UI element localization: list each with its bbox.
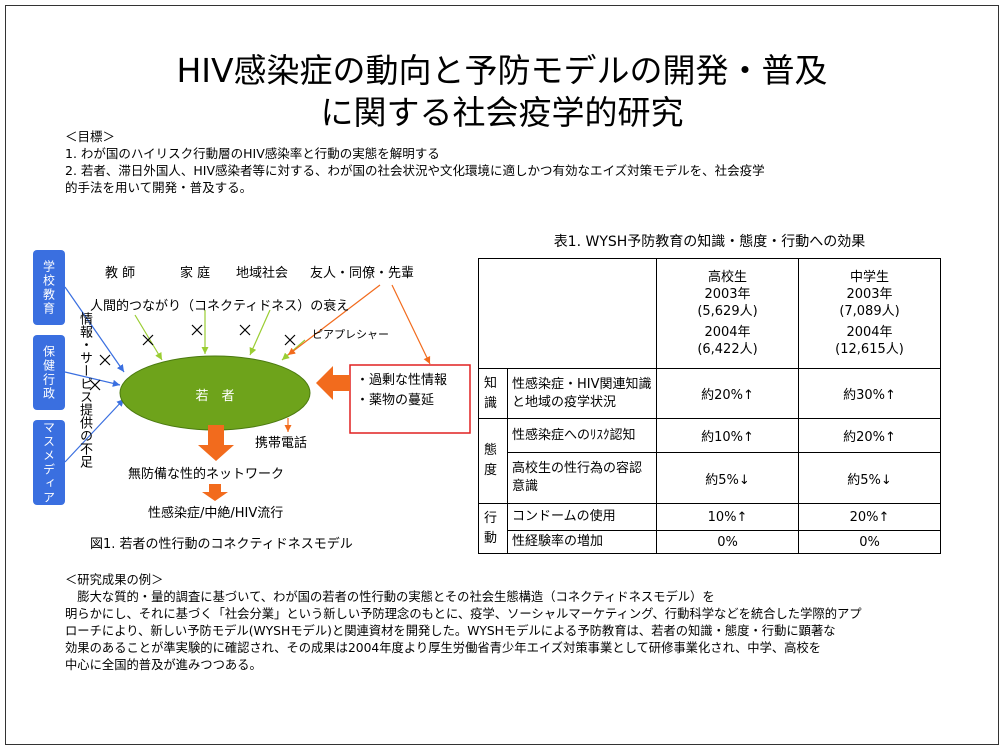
- value-cell: 約10%↑: [656, 418, 799, 453]
- results: ＜研究成果の例＞ 膨大な質的・量的調査に基づいて、わが国の若者の性行動の実態とそ…: [65, 572, 862, 674]
- row: 行動 コンドームの使用 10%↑ 20%↑: [478, 503, 941, 554]
- peer-label: ピアプレシャー: [312, 328, 389, 341]
- group-cell: 行動: [478, 503, 508, 554]
- title-line: HIV感染症の動向と予防モデルの開発・普及: [176, 51, 828, 90]
- sector-box: 学校教育: [33, 250, 65, 325]
- title: HIV感染症の動向と予防モデルの開発・普及 に関する社会疫学的研究: [0, 50, 1004, 134]
- results-line: 効果のあることが準実験的に確認され、その成果は2004年度より厚生労働省青少年エ…: [65, 641, 822, 655]
- influence-label: 友人・同僚・先輩: [310, 266, 415, 281]
- goal-line: 2. 若者、滞日外国人、HIV感染者等に対する、わが国の社会状況や文化環境に適し…: [65, 163, 765, 178]
- item-cell: 高校生の性行為の容認意識: [507, 452, 657, 504]
- item-cell: 性経験率の増加: [507, 530, 657, 554]
- results-line: 膨大な質的・量的調査に基づいて、わが国の若者の性行動の実態とその社会生態構造（コ…: [65, 590, 715, 604]
- row: 性経験率の増加 0% 0%: [479, 530, 941, 554]
- pressure-item: ・過剰な性情報: [356, 373, 448, 388]
- pressure-list: ・過剰な性情報 ・薬物の蔓延: [356, 371, 466, 411]
- goals: ＜目標＞ 1. わが国のハイリスク行動層のHIV感染率と行動の実態を解明する 2…: [65, 128, 765, 196]
- results-heading: ＜研究成果の例＞: [65, 573, 164, 587]
- arrow-down: [202, 484, 228, 501]
- header-text: 2003年: [704, 287, 751, 302]
- value-cell: 20%↑: [798, 503, 941, 531]
- group-cell: 態度: [478, 418, 508, 504]
- item-cell: 性感染症へのﾘｽｸ認知: [507, 418, 657, 453]
- sector-box: マスメディア: [33, 420, 65, 505]
- header-cell: 高校生 2003年 (5,629人) 2004年 (6,422人): [656, 258, 799, 369]
- value-cell: 約5%↓: [798, 452, 941, 504]
- influence-label: 教 師: [105, 266, 136, 281]
- influence-label: 地域社会: [236, 266, 289, 281]
- pressure-box: [349, 364, 471, 434]
- arrow-left: [316, 366, 350, 400]
- results-line: 中心に全国的普及が進みつつある。: [65, 658, 262, 672]
- table: 高校生 2003年 (5,629人) 2004年 (6,422人) 中学生 2003年 (7,…: [478, 258, 941, 554]
- header-cell: 中学生 2003年 (7,089人) 2004年 (12,615人): [798, 258, 941, 369]
- goals-heading: ＜目標＞: [65, 129, 116, 144]
- goal-line: 1. わが国のハイリスク行動層のHIV感染率と行動の実態を解明する: [65, 146, 440, 161]
- value-cell: 0%: [656, 530, 799, 554]
- influence-label: 家 庭: [180, 266, 211, 281]
- item-cell: コンドームの使用: [507, 503, 657, 531]
- pressure-item: ・薬物の蔓延: [356, 393, 435, 408]
- value-cell: 約20%↑: [798, 418, 941, 453]
- row: 知識 性感染症・HIV関連知識と地域の疫学状況 約20%↑ 約30%↑: [478, 368, 941, 419]
- results-line: ローチにより、新しい予防モデル(WYSHモデル)と関連資材を開発した。WYSHモ…: [65, 624, 836, 638]
- figure-caption: 図1. 若者の性行動のコネクティドネスモデル: [90, 537, 353, 552]
- outcome-label: 性感染症/中絶/HIV流行: [148, 506, 284, 521]
- slide: [5, 5, 999, 745]
- value-cell: 約20%↑: [656, 368, 799, 419]
- row: 高校生の性行為の容認意識 約5%↓ 約5%↓: [479, 452, 941, 504]
- value-cell: 約30%↑: [798, 368, 941, 419]
- lack-label: 情報・サービス提供の不足: [77, 312, 92, 468]
- header-text: 2004年: [704, 325, 751, 340]
- decline-label: 人間的つながり（コネクティドネス）の衰え: [90, 299, 350, 314]
- header-blank: [478, 258, 657, 369]
- header-text: 中学生: [849, 270, 889, 285]
- title-line: に関する社会疫学的研究: [320, 93, 684, 132]
- header-text: (7,089人): [839, 304, 900, 319]
- header-text: 高校生: [707, 270, 747, 285]
- header-text: (12,615人): [835, 342, 904, 357]
- sector-box: 保健行政: [33, 335, 65, 410]
- header-text: (5,629人): [697, 304, 758, 319]
- header-text: (6,422人): [697, 342, 758, 357]
- item-cell: 性感染症・HIV関連知識と地域の疫学状況: [507, 368, 657, 419]
- header-text: 2003年: [846, 287, 893, 302]
- network-label: 無防備な性的ネットワーク: [128, 467, 285, 482]
- value-cell: 約5%↓: [656, 452, 799, 504]
- phone-label: 携帯電話: [255, 436, 308, 451]
- arrows: [64, 284, 431, 463]
- table-title: 表1. WYSH予防教育の知識・態度・行動への効果: [553, 234, 866, 250]
- group-cell: 知識: [478, 368, 508, 419]
- figure-shapes: [64, 284, 471, 501]
- arrow-down: [198, 425, 234, 461]
- header-text: 2004年: [846, 325, 893, 340]
- value-cell: 0%: [798, 530, 941, 554]
- value-cell: 10%↑: [656, 503, 799, 531]
- row: 態度 性感染症へのﾘｽｸ認知 約10%↑ 約20%↑: [478, 418, 941, 504]
- center-label: 若 者: [195, 389, 235, 404]
- cross-marks: [89, 324, 296, 391]
- goal-line: 的手法を用いて開発・普及する。: [65, 180, 253, 195]
- header-row: 高校生 2003年 (5,629人) 2004年 (6,422人) 中学生 2003年 (7,…: [478, 258, 941, 369]
- results-line: 明らかにし、それに基づく「社会分業」という新しい予防理念のもとに、疫学、ソーシャ…: [65, 607, 862, 621]
